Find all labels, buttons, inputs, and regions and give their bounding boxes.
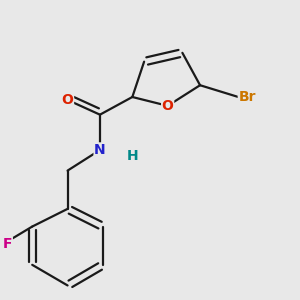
Text: H: H [126,149,138,163]
Text: O: O [162,99,174,113]
Text: Br: Br [238,90,256,104]
Text: N: N [94,143,106,157]
Text: O: O [61,93,74,107]
Text: F: F [3,237,12,251]
